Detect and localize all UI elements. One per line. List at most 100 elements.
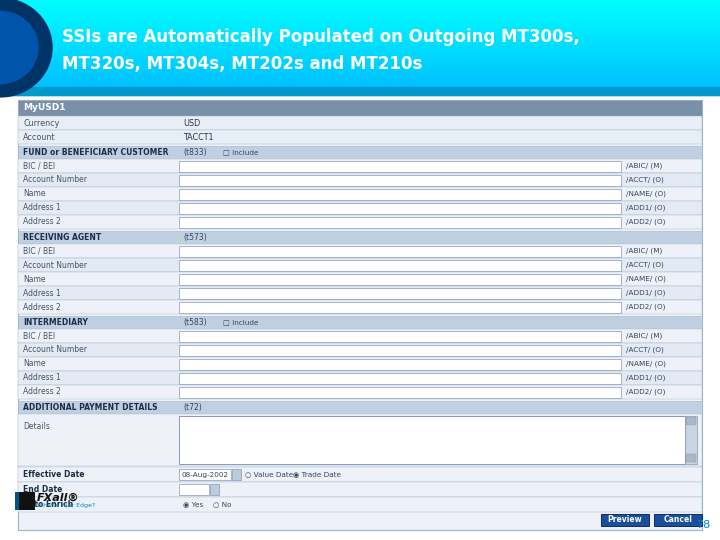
Text: ○ Value Date: ○ Value Date	[245, 471, 293, 477]
Bar	[0, 79, 720, 80]
Bar	[179, 469, 231, 480]
Bar	[0, 75, 720, 76]
Bar	[0, 58, 720, 59]
Bar	[0, 11, 720, 12]
Bar	[0, 91, 720, 92]
Bar	[179, 345, 621, 355]
Bar	[179, 260, 621, 271]
Text: Address 2: Address 2	[23, 302, 60, 312]
Bar	[179, 330, 621, 341]
Text: /NAME/ (O): /NAME/ (O)	[626, 276, 666, 282]
Bar	[179, 202, 621, 213]
Bar	[0, 66, 720, 67]
Text: /ABIC/ (M): /ABIC/ (M)	[626, 248, 662, 254]
Bar	[0, 72, 720, 73]
Text: (t833): (t833)	[183, 148, 207, 157]
Text: Name: Name	[23, 360, 45, 368]
Bar	[179, 301, 621, 313]
Bar	[0, 3, 720, 4]
Bar	[0, 20, 720, 21]
Bar	[0, 26, 720, 27]
Bar	[0, 65, 720, 66]
Text: /ABIC/ (M): /ABIC/ (M)	[626, 333, 662, 339]
Bar	[0, 56, 720, 57]
Text: Account: Account	[23, 132, 55, 141]
Bar	[18, 215, 702, 229]
Text: Name: Name	[23, 190, 45, 199]
Bar	[0, 80, 720, 81]
Bar	[0, 9, 720, 10]
Bar	[0, 0, 720, 1]
Bar	[0, 39, 720, 40]
Text: □ Include: □ Include	[223, 150, 258, 156]
Text: What's Your Edge?: What's Your Edge?	[37, 503, 95, 509]
Bar	[18, 329, 702, 343]
Text: Address 1: Address 1	[23, 288, 60, 298]
Bar	[0, 74, 720, 75]
Bar	[15, 492, 35, 510]
Text: /ADD1/ (O): /ADD1/ (O)	[626, 290, 665, 296]
Bar	[18, 371, 702, 385]
Text: Effective Date: Effective Date	[23, 470, 84, 479]
Bar	[0, 33, 720, 34]
Bar	[0, 77, 720, 78]
Text: End Date: End Date	[23, 485, 63, 494]
Bar	[0, 73, 720, 74]
Text: Currency: Currency	[23, 118, 59, 127]
Text: FXall®: FXall®	[37, 493, 80, 503]
Bar	[0, 45, 720, 46]
Bar	[179, 217, 621, 227]
Text: /ADD2/ (O): /ADD2/ (O)	[626, 389, 665, 395]
Bar	[0, 55, 720, 56]
Bar	[0, 22, 720, 23]
Bar	[0, 85, 720, 86]
Text: SSIs are Automatically Populated on Outgoing MT300s,: SSIs are Automatically Populated on Outg…	[62, 28, 580, 46]
Bar	[18, 272, 702, 286]
Bar	[0, 2, 720, 3]
Text: Name: Name	[23, 274, 45, 284]
Text: (t573): (t573)	[183, 233, 207, 242]
Bar	[0, 1, 720, 2]
Bar	[654, 514, 702, 526]
Bar	[0, 40, 720, 41]
Bar	[0, 24, 720, 25]
Bar	[0, 15, 720, 16]
Bar	[0, 23, 720, 24]
Bar	[0, 50, 720, 51]
Bar	[18, 482, 702, 497]
Text: □ Include: □ Include	[223, 320, 258, 326]
Bar	[0, 18, 720, 19]
Bar	[179, 188, 621, 199]
Text: Auto Enrich: Auto Enrich	[23, 500, 73, 509]
Bar	[0, 16, 720, 17]
Text: Account Number: Account Number	[23, 346, 87, 354]
Bar	[18, 159, 702, 173]
Bar	[0, 38, 720, 39]
Bar	[0, 78, 720, 79]
Bar	[0, 14, 720, 15]
Bar	[0, 93, 720, 94]
Bar	[0, 83, 720, 84]
Text: Account Number: Account Number	[23, 260, 87, 269]
Text: /ADD2/ (O): /ADD2/ (O)	[626, 303, 665, 310]
Bar	[0, 31, 720, 32]
Bar	[179, 174, 621, 186]
Text: (t72): (t72)	[183, 403, 202, 412]
Bar	[18, 130, 702, 144]
Bar	[179, 160, 621, 172]
Bar	[18, 100, 702, 116]
Text: /NAME/ (O): /NAME/ (O)	[626, 361, 666, 367]
Bar	[0, 89, 720, 90]
Bar	[0, 21, 720, 22]
Bar	[18, 116, 702, 130]
Polygon shape	[0, 11, 38, 84]
Bar	[18, 316, 702, 329]
Bar	[179, 387, 621, 397]
Text: /ADD1/ (O): /ADD1/ (O)	[626, 205, 665, 211]
Bar	[0, 87, 720, 95]
Bar	[0, 28, 720, 29]
Bar	[0, 7, 720, 8]
Bar	[0, 46, 720, 47]
Text: RECEIVING AGENT: RECEIVING AGENT	[23, 233, 102, 242]
Text: ADDITIONAL PAYMENT DETAILS: ADDITIONAL PAYMENT DETAILS	[23, 403, 158, 412]
